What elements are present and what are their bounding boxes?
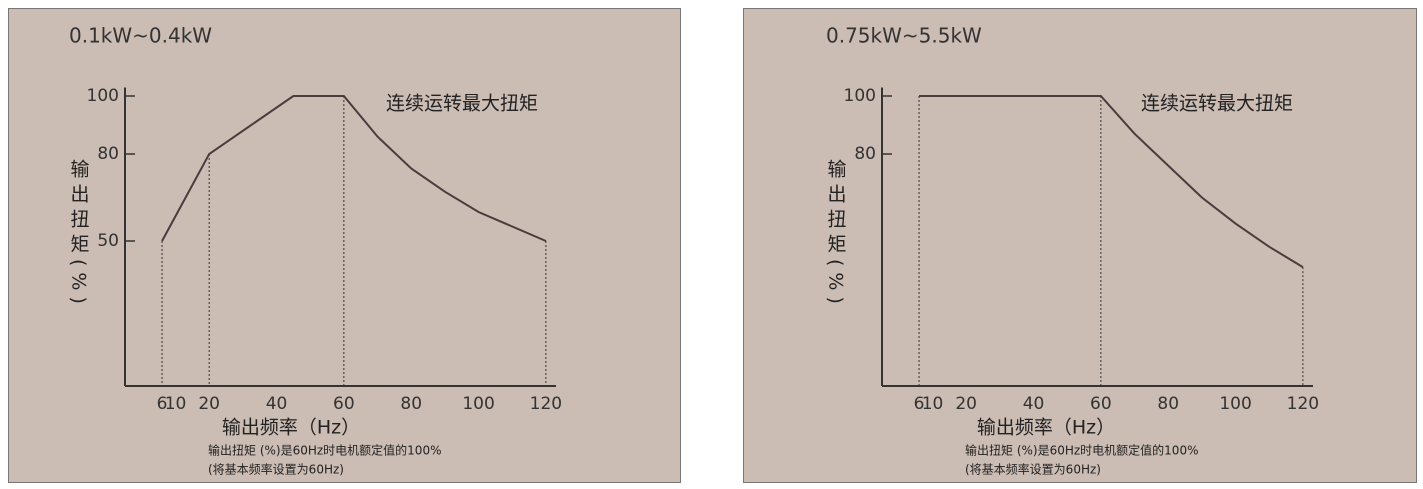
- chart-title: 0.1kW~0.4kW: [69, 24, 212, 48]
- x-tick-label: 80: [400, 394, 422, 414]
- note: (将基本频率设置为60Hz): [208, 462, 344, 477]
- x-tick-label: 100: [1219, 394, 1251, 414]
- x-tick-label: 20: [955, 394, 977, 414]
- torque-line: [161, 95, 547, 242]
- y-tick-label: 50: [97, 231, 119, 251]
- y-tick-label: 80: [854, 144, 876, 164]
- y-tick-label: 80: [97, 144, 119, 164]
- x-axis-label: 输出频率（Hz）: [977, 417, 1115, 439]
- x-axis-label: 输出频率（Hz）: [222, 417, 360, 439]
- x-tick-label: 10: [922, 394, 944, 414]
- x-tick-label: 80: [1157, 394, 1179, 414]
- y-axis-label: 输出扭矩(%): [68, 159, 90, 310]
- x-tick-label: 60: [333, 394, 355, 414]
- x-tick-label: 10: [165, 394, 187, 414]
- chart-title: 0.75kW~5.5kW: [826, 24, 982, 48]
- x-tick-label: 40: [266, 394, 288, 414]
- x-tick-label: 20: [198, 394, 220, 414]
- torque-line: [919, 95, 1304, 268]
- y-tick-label: 100: [844, 86, 876, 106]
- x-tick-label: 120: [530, 394, 562, 414]
- x-tick-label: 40: [1023, 394, 1045, 414]
- x-tick-label: 100: [462, 394, 494, 414]
- annotation: 连续运转最大扭矩: [386, 93, 538, 115]
- x-tick-label: 6: [157, 394, 168, 414]
- annotation: 连续运转最大扭矩: [1141, 93, 1293, 115]
- x-tick-label: 6: [914, 394, 925, 414]
- x-tick-label: 120: [1287, 394, 1319, 414]
- y-tick-label: 100: [87, 86, 119, 106]
- note: 输出扭矩 (%)是60Hz时电机额定值的100%: [208, 443, 441, 458]
- x-tick-label: 60: [1090, 394, 1112, 414]
- y-axis-label: 输出扭矩(%): [825, 159, 847, 310]
- note: (将基本频率设置为60Hz): [965, 462, 1101, 477]
- note: 输出扭矩 (%)是60Hz时电机额定值的100%: [965, 443, 1198, 458]
